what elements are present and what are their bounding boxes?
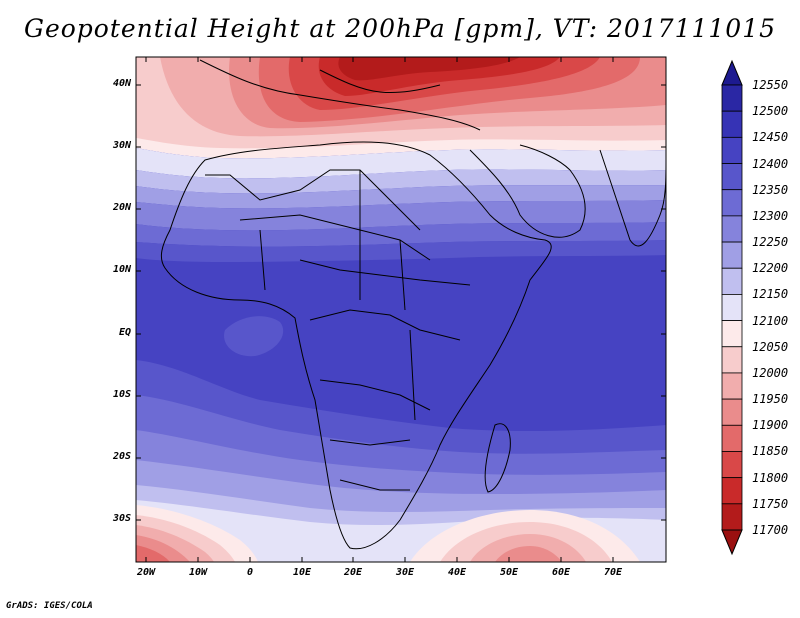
lat-label: 10S [112, 389, 131, 400]
colorbar-label: 11800 [752, 470, 789, 485]
colorbar-swatch [721, 267, 743, 295]
colorbar-swatch [721, 372, 743, 400]
lon-label: 20E [343, 567, 363, 578]
lat-label: 10N [112, 264, 131, 275]
lon-label: 10W [188, 567, 208, 578]
colorbar-label: 12400 [752, 156, 789, 171]
colorbar-label: 12450 [752, 130, 789, 145]
colorbar-label: 11750 [752, 496, 789, 511]
lon-label: 30E [395, 567, 415, 578]
coastlines [160, 59, 666, 550]
lat-label: 20S [112, 451, 131, 462]
colorbar-swatch [721, 398, 743, 426]
lon-label: 0 [246, 567, 254, 578]
colorbar-swatch [721, 136, 743, 164]
colorbar-swatch [721, 503, 743, 531]
colorbar-label: 12300 [752, 208, 789, 223]
colorbar-label: 12050 [752, 339, 789, 354]
lat-label: 30S [112, 513, 131, 524]
colorbar-swatch [721, 241, 743, 269]
colorbar-label: 11850 [752, 444, 789, 459]
colorbar-swatch [721, 320, 743, 348]
map-frame [135, 56, 667, 563]
footer-credit: GrADS: IGES/COLA [6, 601, 93, 611]
colorbar-swatch [721, 294, 743, 321]
colorbar-swatch [721, 451, 743, 479]
height-field [136, 57, 666, 562]
colorbar-swatch [721, 163, 743, 191]
colorbar [721, 59, 743, 556]
colorbar-swatch [721, 477, 743, 505]
colorbar-label: 11950 [752, 392, 789, 407]
colorbar-top-cap [721, 59, 743, 86]
lon-label: 40E [447, 567, 467, 578]
chart-title: Geopotential Height at 200hPa [gpm], VT:… [23, 14, 777, 43]
colorbar-swatch [721, 84, 743, 112]
colorbar-label: 12350 [752, 182, 789, 197]
colorbar-label: 12200 [752, 261, 789, 276]
colorbar-swatch [721, 346, 743, 374]
axis-ticks [136, 57, 666, 562]
lat-label: 30N [112, 140, 131, 151]
lat-label: EQ [118, 327, 131, 338]
colorbar-label: 12150 [752, 287, 789, 302]
colorbar-label: 12550 [752, 78, 789, 92]
colorbar-label: 11900 [752, 418, 789, 433]
colorbar-swatch [721, 189, 743, 217]
lon-label: 60E [551, 567, 571, 578]
colorbar-bottom-cap [721, 529, 743, 556]
lat-label: 40N [112, 78, 131, 89]
colorbar-label: 12250 [752, 235, 789, 250]
colorbar-label: 12100 [752, 313, 789, 328]
lon-label: 70E [603, 567, 623, 578]
colorbar-label: 11700 [752, 523, 789, 537]
colorbar-swatch [721, 424, 743, 452]
colorbar-swatch [721, 215, 743, 243]
lon-label: 10E [292, 567, 312, 578]
colorbar-swatch [721, 110, 743, 138]
lon-label: 20W [136, 567, 156, 578]
lon-label: 50E [499, 567, 519, 578]
colorbar-label: 12500 [752, 104, 789, 119]
colorbar-label: 12000 [752, 365, 789, 380]
lat-label: 20N [112, 202, 131, 213]
